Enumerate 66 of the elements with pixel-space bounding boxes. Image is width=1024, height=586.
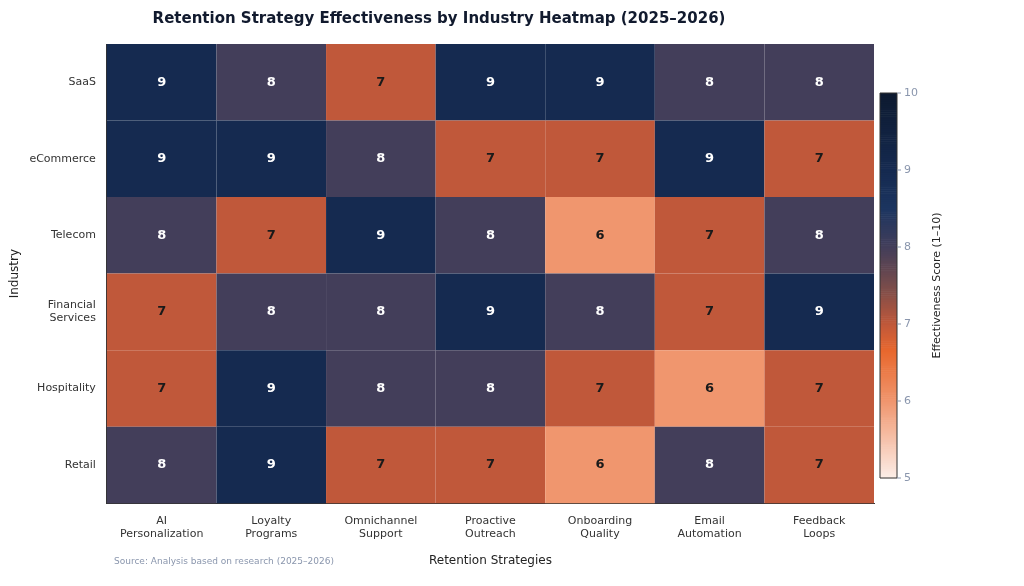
y-tick-label: Retail bbox=[64, 457, 96, 471]
x-tick-label: Email Automation bbox=[677, 513, 742, 540]
data-label: 7 bbox=[595, 379, 605, 395]
data-label: 8 bbox=[376, 379, 386, 395]
data-label: 8 bbox=[595, 303, 605, 319]
y-tick-label: SaaS bbox=[68, 75, 96, 89]
y-axis-title: Industry bbox=[7, 248, 22, 299]
color-bar-label: 6 bbox=[904, 393, 911, 407]
data-label: 9 bbox=[485, 73, 495, 89]
data-label: 8 bbox=[376, 150, 386, 166]
data-label: 9 bbox=[595, 73, 605, 89]
data-label: 9 bbox=[376, 226, 386, 242]
color-bar-label: 5 bbox=[904, 470, 911, 484]
data-label: 7 bbox=[266, 226, 276, 242]
chart-title: Retention Strategy Effectiveness by Industry Heatmap (2025–2026) bbox=[152, 8, 726, 27]
data-label: 7 bbox=[814, 150, 824, 166]
data-label: 7 bbox=[485, 456, 495, 472]
data-label: 8 bbox=[485, 379, 495, 395]
data-label: 9 bbox=[814, 303, 824, 319]
data-label: 9 bbox=[266, 379, 276, 395]
y-tick-label: eCommerce bbox=[29, 151, 97, 165]
color-bar-label: 9 bbox=[904, 162, 911, 176]
data-label: 6 bbox=[595, 226, 605, 242]
x-tick-label: AI Personalization bbox=[119, 513, 204, 540]
data-label: 7 bbox=[376, 456, 386, 472]
y-tick-label: Telecom bbox=[49, 228, 96, 242]
color-bar-label: 7 bbox=[904, 316, 911, 330]
color-bar-label: 8 bbox=[904, 239, 911, 253]
x-tick-label: Feedback Loops bbox=[793, 513, 847, 540]
color-bar-title: Effectiveness Score (1–10) bbox=[929, 212, 943, 359]
data-label: 9 bbox=[485, 303, 495, 319]
data-label: 8 bbox=[705, 456, 715, 472]
data-label: 9 bbox=[266, 456, 276, 472]
data-label: 8 bbox=[157, 226, 167, 242]
data-label: 8 bbox=[705, 73, 715, 89]
data-label: 7 bbox=[595, 150, 605, 166]
data-label: 8 bbox=[485, 226, 495, 242]
data-label: 7 bbox=[157, 303, 167, 319]
data-label: 9 bbox=[157, 150, 167, 166]
data-label: 7 bbox=[376, 73, 386, 89]
x-axis-title: Retention Strategies bbox=[428, 552, 552, 567]
data-label: 6 bbox=[705, 379, 715, 395]
data-label: 7 bbox=[705, 226, 715, 242]
data-label: 8 bbox=[814, 73, 824, 89]
data-label: 7 bbox=[814, 379, 824, 395]
data-label: 9 bbox=[266, 150, 276, 166]
data-label: 8 bbox=[266, 73, 276, 89]
source-note: Source: Analysis based on research (2025–2026) bbox=[114, 556, 334, 567]
y-tick-label: Hospitality bbox=[37, 381, 97, 395]
x-tick-label: Proactive Outreach bbox=[464, 513, 517, 540]
data-label: 8 bbox=[376, 303, 386, 319]
data-label: 8 bbox=[266, 303, 276, 319]
data-label: 6 bbox=[595, 456, 605, 472]
data-label: 7 bbox=[485, 150, 495, 166]
data-label: 9 bbox=[157, 73, 167, 89]
x-tick-label: Onboarding Quality bbox=[567, 513, 633, 540]
x-tick-label: Loyalty Programs bbox=[245, 513, 298, 540]
data-label: 8 bbox=[157, 456, 167, 472]
data-label: 8 bbox=[814, 226, 824, 242]
color-bar-label: 10 bbox=[904, 85, 918, 99]
data-label: 9 bbox=[705, 150, 715, 166]
y-tick-label: Financial Services bbox=[47, 298, 97, 325]
data-label: 7 bbox=[157, 379, 167, 395]
data-label: 7 bbox=[705, 303, 715, 319]
x-tick-label: Omnichannel Support bbox=[344, 513, 418, 540]
data-label: 7 bbox=[814, 456, 824, 472]
